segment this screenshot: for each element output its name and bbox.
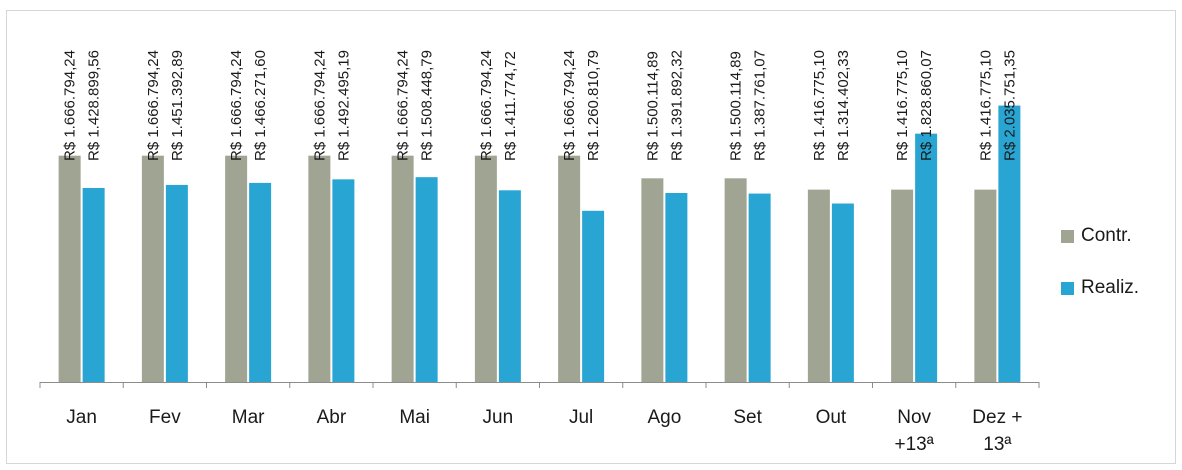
bar-realiz-10 <box>915 133 938 382</box>
bar-contr-10 <box>891 189 914 382</box>
bar-realiz-11 <box>998 105 1021 382</box>
value-label-realiz-6: R$ 1.260.810,79 <box>585 50 602 161</box>
category-label-1: Fev <box>149 407 181 428</box>
value-label-contr-6: R$ 1.666.794,24 <box>561 50 578 161</box>
chart-frame: R$ 1.666.794,24 R$ 1.428.899,56 R$ 1.666.7… <box>6 10 1176 464</box>
bar-contr-4 <box>391 155 414 382</box>
value-label-realiz-0: R$ 1.428.899,56 <box>86 50 103 161</box>
value-labels-group: R$ 1.666.794,24 R$ 1.428.899,56 R$ 1.666.7… <box>62 50 1019 161</box>
category-label-2: Mar <box>232 407 265 428</box>
bar-chart: R$ 1.666.794,24 R$ 1.428.899,56 R$ 1.666.7… <box>39 50 1040 455</box>
value-label-contr-0: R$ 1.666.794,24 <box>62 50 79 161</box>
bar-contr-7 <box>641 178 664 382</box>
bar-realiz-7 <box>665 193 688 382</box>
value-label-contr-10: R$ 1.416.775,10 <box>894 50 911 161</box>
bar-contr-8 <box>724 178 747 382</box>
value-label-realiz-5: R$ 1.411.774,72 <box>502 51 519 161</box>
category-label-6: Jul <box>569 407 593 428</box>
bar-contr-6 <box>558 155 581 382</box>
value-label-realiz-4: R$ 1.508.448,79 <box>419 50 436 161</box>
bar-realiz-1 <box>165 184 188 382</box>
category-label-3: Abr <box>317 407 347 428</box>
bar-realiz-4 <box>415 177 438 382</box>
bar-realiz-2 <box>249 182 272 382</box>
bar-contr-9 <box>807 189 830 382</box>
category-label-10: Nov +13ª <box>894 407 934 455</box>
category-label-0: Jan <box>66 407 97 428</box>
value-label-contr-1: R$ 1.666.794,24 <box>145 50 162 161</box>
bar-contr-5 <box>474 155 497 382</box>
category-label-4: Mai <box>399 407 430 428</box>
bars-group <box>58 105 1021 382</box>
bar-realiz-3 <box>332 179 355 382</box>
value-label-contr-9: R$ 1.416.775,10 <box>811 50 828 161</box>
value-label-realiz-8: R$ 1.387.761,07 <box>752 50 769 161</box>
value-label-contr-11: R$ 1.416.775,10 <box>977 50 994 161</box>
value-label-contr-4: R$ 1.666.794,24 <box>395 50 412 161</box>
legend-swatch-realiz <box>1061 281 1074 295</box>
bar-realiz-8 <box>748 193 771 382</box>
legend-item-contr: Contr. <box>1061 221 1139 251</box>
category-label-9: Out <box>816 407 847 428</box>
value-label-realiz-11: R$ 2.035.751,35 <box>1001 50 1018 161</box>
category-label-7: Ago <box>647 407 681 428</box>
value-label-realiz-9: R$ 1.314.402,33 <box>835 50 852 161</box>
value-label-contr-7: R$ 1.500.114,89 <box>644 51 661 161</box>
bar-contr-2 <box>225 155 248 382</box>
bar-realiz-9 <box>831 203 854 382</box>
legend-item-realiz: Realiz. <box>1061 273 1139 303</box>
legend-label-contr: Contr. <box>1081 225 1132 246</box>
value-label-contr-8: R$ 1.500.114,89 <box>728 51 745 161</box>
value-label-contr-5: R$ 1.666.794,24 <box>478 50 495 161</box>
category-label-11: Dez +13ª <box>972 407 1022 455</box>
value-label-realiz-3: R$ 1.492.495,19 <box>335 50 352 161</box>
bar-contr-3 <box>308 155 331 382</box>
x-axis <box>39 382 1040 388</box>
value-label-realiz-1: R$ 1.451.392,89 <box>169 50 186 161</box>
bar-contr-0 <box>58 155 81 382</box>
bar-realiz-5 <box>498 190 521 382</box>
category-labels-group: Jan Fev Mar Abr Mai Jun Jul Ago Set Out Nov +13ª Dez… <box>66 407 1022 455</box>
value-label-contr-2: R$ 1.666.794,24 <box>228 50 245 161</box>
legend: Contr. Realiz. <box>1061 221 1139 325</box>
category-label-5: Jun <box>483 407 514 428</box>
category-label-8: Set <box>733 407 762 428</box>
bar-realiz-6 <box>582 210 605 382</box>
bar-contr-11 <box>974 189 997 382</box>
value-label-realiz-10: R$ 1.828.860,07 <box>918 50 935 161</box>
value-label-realiz-2: R$ 1.466.271,60 <box>252 50 269 161</box>
bar-contr-1 <box>141 155 164 382</box>
bar-realiz-0 <box>82 187 105 382</box>
legend-swatch-contr <box>1061 229 1074 243</box>
value-label-contr-3: R$ 1.666.794,24 <box>311 50 328 161</box>
legend-label-realiz: Realiz. <box>1081 277 1140 298</box>
value-label-realiz-7: R$ 1.391.892,32 <box>668 50 685 161</box>
